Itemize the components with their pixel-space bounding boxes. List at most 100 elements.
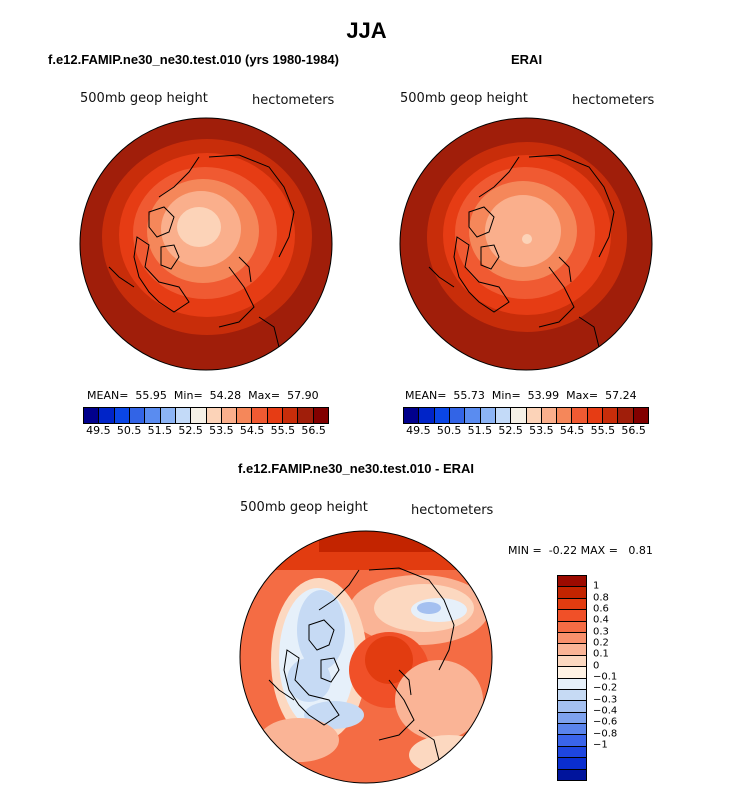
panel-2-mean-value: 55.73 <box>453 389 485 402</box>
panel-2-min-label: Min= <box>491 389 521 402</box>
colorbar-tick-label: 0.6 <box>593 603 609 615</box>
diff-min-label: MIN = <box>508 544 542 557</box>
panel-1-stats: MEAN= 55.95 Min= 54.28 Max= 57.90 <box>87 389 319 402</box>
colorbar-swatch <box>495 408 512 423</box>
panel-2-units-label: hectometers <box>572 93 655 108</box>
diff-colorbar-ticks: 1 0.8 0.6 0.4 0.3 0.2 0.1 0 −0.1 −0.2 −0.3 −0.4 −0.6… <box>593 575 643 779</box>
colorbar-swatch <box>618 408 634 423</box>
colorbar-swatch <box>404 408 420 423</box>
colorbar-swatch <box>557 408 573 423</box>
panel-1-max-label: Max= <box>248 389 281 402</box>
diff-min-value: -0.22 <box>548 544 578 557</box>
panel-1-mean-label: MEAN= <box>87 389 129 402</box>
colorbar-swatch <box>558 632 586 645</box>
colorbar-swatch <box>558 598 586 611</box>
panel-1-field-label: 500mb geop height <box>80 91 208 106</box>
colorbar-swatch <box>252 408 268 423</box>
colorbar-swatch <box>558 758 586 770</box>
colorbar-swatch <box>511 408 527 423</box>
panel-2-stats: MEAN= 55.73 Min= 53.99 Max= 57.24 <box>405 389 637 402</box>
colorbar-swatch <box>558 712 586 725</box>
colorbar-swatch <box>419 408 435 423</box>
colorbar-swatch <box>114 408 130 423</box>
diff-max-label: MAX = <box>580 544 618 557</box>
diff-panel-field-label: 500mb geop height <box>240 500 368 515</box>
colorbar-tick-label: −1 <box>593 739 608 751</box>
colorbar-swatch <box>160 408 176 423</box>
colorbar-swatch <box>449 408 466 423</box>
colorbar-swatch <box>526 408 542 423</box>
colorbar-swatch <box>558 621 586 633</box>
colorbar-swatch <box>480 408 496 423</box>
diff-panel-stats: MIN = -0.22 MAX = 0.81 <box>508 544 653 557</box>
colorbar-tick-label: 56.5 <box>621 424 646 437</box>
colorbar-swatch <box>206 408 222 423</box>
colorbar-swatch <box>283 408 299 423</box>
colorbar-swatch <box>99 408 115 423</box>
colorbar-tick-label: 49.5 <box>86 424 111 437</box>
colorbar-swatch <box>558 576 586 588</box>
colorbar-tick-label: 55.5 <box>270 424 296 437</box>
diff-panel-title: f.e12.FAMIP.ne30_ne30.test.010 - ERAI <box>238 461 475 476</box>
colorbar-swatch <box>558 701 586 713</box>
colorbar-swatch <box>572 408 588 423</box>
panel-1-units-label: hectometers <box>252 93 335 108</box>
panel-1-polar-map <box>79 117 333 371</box>
diff-polar-map <box>239 530 493 784</box>
colorbar-tick-label: 0 <box>593 660 600 672</box>
colorbar-swatch <box>313 408 328 423</box>
colorbar-swatch <box>587 408 604 423</box>
colorbar-swatch <box>541 408 558 423</box>
colorbar-swatch <box>84 408 100 423</box>
diff-panel-units-label: hectometers <box>411 503 494 518</box>
colorbar-tick-label: 0.1 <box>593 648 609 660</box>
colorbar-swatch <box>558 724 586 736</box>
colorbar-tick-label: 53.5 <box>529 424 554 437</box>
panel-2-colorbar: 49.5 50.5 51.5 52.5 53.5 54.5 55.5 56.5 <box>403 407 649 438</box>
panel-2-max-label: Max= <box>566 389 599 402</box>
colorbar-swatch <box>558 610 586 622</box>
colorbar-tick-label: 0.2 <box>593 637 609 649</box>
colorbar-swatch <box>603 408 619 423</box>
panel-1-max-value: 57.90 <box>287 389 319 402</box>
colorbar-tick-label: 49.5 <box>406 424 431 437</box>
panel-2-polar-map <box>399 117 653 371</box>
colorbar-swatch <box>267 408 284 423</box>
colorbar-swatch <box>191 408 207 423</box>
colorbar-swatch <box>558 667 586 679</box>
colorbar-swatch <box>558 689 586 702</box>
colorbar-swatch <box>558 587 586 599</box>
colorbar-swatch <box>465 408 481 423</box>
colorbar-swatch <box>434 408 450 423</box>
colorbar-swatch <box>558 746 586 759</box>
colorbar-tick-label: −0.4 <box>593 705 618 717</box>
colorbar-swatch <box>237 408 253 423</box>
colorbar-tick-label: −0.1 <box>593 671 618 683</box>
colorbar-tick-label: 56.5 <box>301 424 326 437</box>
colorbar-swatch <box>175 408 192 423</box>
panel-1-min-label: Min= <box>173 389 203 402</box>
colorbar-tick-label: 1 <box>593 580 600 592</box>
colorbar-tick-label: 50.5 <box>116 424 142 437</box>
colorbar-swatch <box>558 678 586 690</box>
colorbar-tick-label: −0.2 <box>593 682 618 694</box>
colorbar-tick-label: −0.3 <box>593 694 618 706</box>
colorbar-tick-label: 53.5 <box>209 424 234 437</box>
panel-2-field-label: 500mb geop height <box>400 91 528 106</box>
colorbar-tick-label: 0.4 <box>593 614 609 626</box>
colorbar-tick-label: 52.5 <box>498 424 523 437</box>
colorbar-swatch <box>145 408 161 423</box>
colorbar-swatch <box>129 408 146 423</box>
colorbar-swatch <box>633 408 648 423</box>
colorbar-tick-label: 54.5 <box>559 424 585 437</box>
colorbar-swatch <box>558 644 586 656</box>
panel-2-max-value: 57.24 <box>605 389 637 402</box>
colorbar-swatch <box>298 408 314 423</box>
colorbar-tick-label: 51.5 <box>147 424 173 437</box>
colorbar-tick-label: 52.5 <box>178 424 203 437</box>
colorbar-tick-label: 0.3 <box>593 626 609 638</box>
panel-1-title: f.e12.FAMIP.ne30_ne30.test.010 (yrs 1980… <box>48 52 339 67</box>
colorbar-tick-label: 50.5 <box>436 424 462 437</box>
colorbar-tick-label: 54.5 <box>239 424 265 437</box>
diff-colorbar <box>557 575 587 781</box>
